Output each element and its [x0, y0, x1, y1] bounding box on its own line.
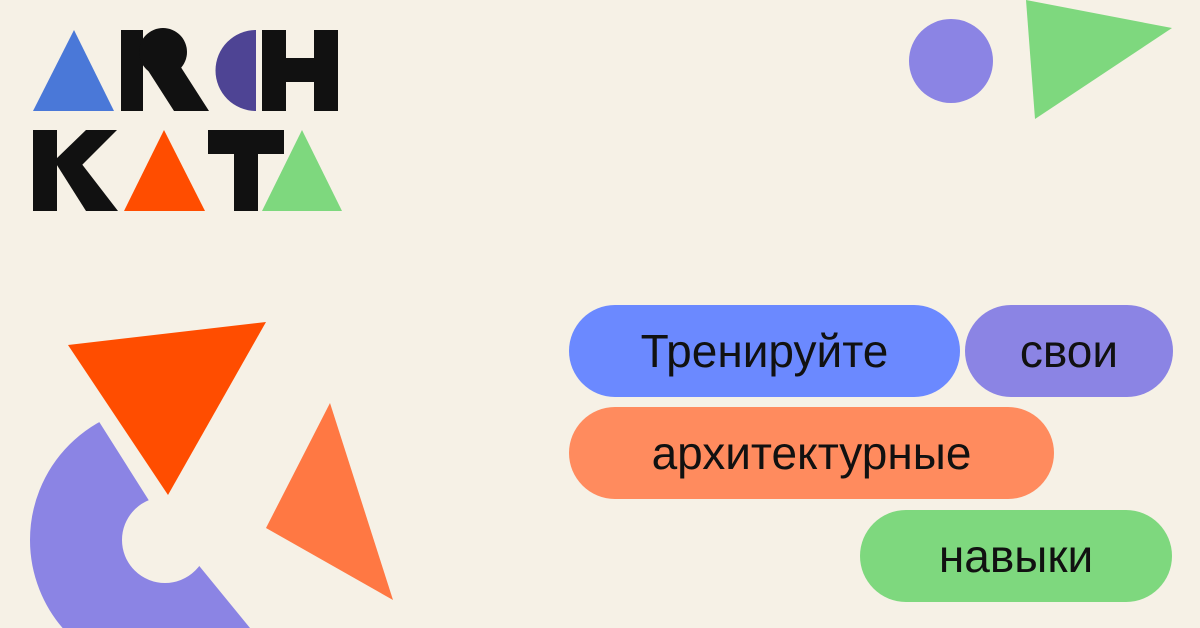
logo-letter-c [215, 30, 256, 111]
logo-letter-a-triangle-green [262, 130, 342, 211]
logo-letter-a-triangle [33, 30, 114, 111]
logo-letter-h [262, 30, 338, 111]
logo-letter-k [33, 130, 118, 211]
headline-word-train: Тренируйте [640, 325, 889, 377]
headline-word-skills: навыки [938, 530, 1094, 582]
headline-pill-your: свои [965, 305, 1173, 397]
headline-pill-architectural: архитектурные [569, 407, 1054, 499]
red-orange-triangle [68, 322, 266, 495]
headline-word-architectural: архитектурные [651, 427, 972, 479]
orange-triangle [266, 403, 393, 600]
logo-letter-t [208, 130, 284, 211]
logo-letter-r [121, 28, 209, 111]
headline-pill-skills: навыки [860, 510, 1172, 602]
headline-pill-train: Тренируйте [569, 305, 960, 397]
green-triangle [1026, 0, 1172, 119]
headline-word-your: свои [1019, 325, 1119, 377]
logo-letter-a-triangle-orange [124, 130, 205, 211]
purple-circle [909, 19, 993, 103]
